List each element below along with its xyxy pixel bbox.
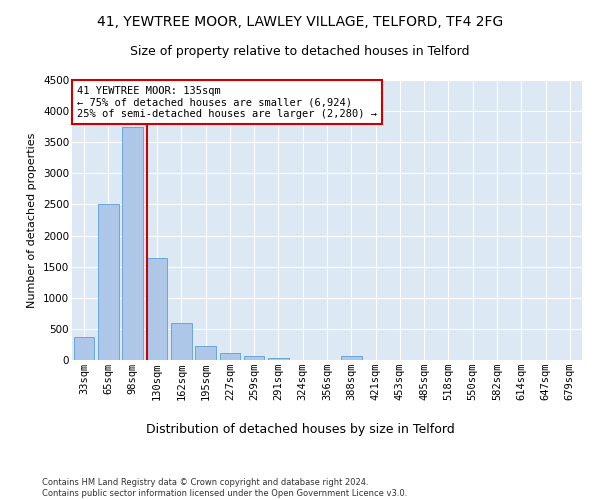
Bar [220,353,240,360]
Bar [74,337,94,360]
Bar [98,204,119,360]
Y-axis label: Number of detached properties: Number of detached properties [28,132,37,308]
Text: Contains HM Land Registry data © Crown copyright and database right 2024.
Contai: Contains HM Land Registry data © Crown c… [42,478,407,498]
Bar [146,258,167,360]
Bar [122,126,143,360]
Text: Distribution of detached houses by size in Telford: Distribution of detached houses by size … [146,422,454,436]
Bar [195,346,216,360]
Text: 41 YEWTREE MOOR: 135sqm
← 75% of detached houses are smaller (6,924)
25% of semi: 41 YEWTREE MOOR: 135sqm ← 75% of detache… [77,86,377,119]
Text: 41, YEWTREE MOOR, LAWLEY VILLAGE, TELFORD, TF4 2FG: 41, YEWTREE MOOR, LAWLEY VILLAGE, TELFOR… [97,15,503,29]
Bar [244,356,265,360]
Bar [341,356,362,360]
Bar [171,324,191,360]
Bar [268,358,289,360]
Text: Size of property relative to detached houses in Telford: Size of property relative to detached ho… [130,45,470,58]
